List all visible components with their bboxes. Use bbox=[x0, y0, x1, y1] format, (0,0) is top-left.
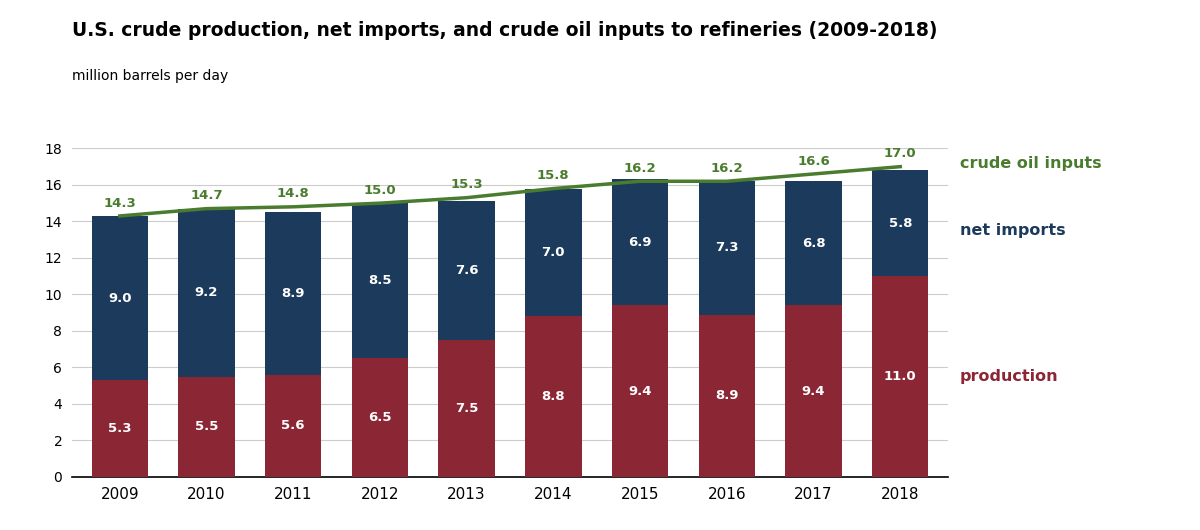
Text: 6.5: 6.5 bbox=[368, 411, 391, 424]
Text: 8.9: 8.9 bbox=[715, 389, 738, 402]
Bar bbox=[91, 216, 148, 380]
Bar bbox=[526, 189, 582, 316]
Bar bbox=[352, 358, 408, 477]
Text: 17.0: 17.0 bbox=[884, 147, 917, 160]
Bar bbox=[526, 316, 582, 477]
Bar bbox=[872, 170, 929, 276]
Bar bbox=[872, 276, 929, 477]
Text: net imports: net imports bbox=[960, 223, 1066, 238]
Text: 9.0: 9.0 bbox=[108, 292, 132, 305]
Text: 14.7: 14.7 bbox=[190, 189, 223, 202]
Text: 5.8: 5.8 bbox=[888, 217, 912, 229]
Text: 5.6: 5.6 bbox=[282, 419, 305, 432]
Text: 6.8: 6.8 bbox=[802, 237, 826, 250]
Bar bbox=[785, 305, 841, 477]
Text: 15.8: 15.8 bbox=[538, 169, 570, 182]
Text: 16.2: 16.2 bbox=[710, 162, 743, 175]
Text: 16.6: 16.6 bbox=[797, 155, 830, 167]
Bar bbox=[785, 181, 841, 305]
Bar bbox=[438, 201, 494, 340]
Bar bbox=[352, 203, 408, 358]
Text: 8.8: 8.8 bbox=[541, 390, 565, 403]
Text: 8.5: 8.5 bbox=[368, 274, 391, 287]
Text: million barrels per day: million barrels per day bbox=[72, 69, 228, 83]
Bar bbox=[698, 314, 755, 477]
Text: 5.5: 5.5 bbox=[194, 420, 218, 434]
Text: 6.9: 6.9 bbox=[629, 236, 652, 249]
Text: 7.3: 7.3 bbox=[715, 241, 738, 254]
Text: 15.3: 15.3 bbox=[450, 178, 482, 191]
Text: 9.4: 9.4 bbox=[629, 385, 652, 398]
Text: 14.8: 14.8 bbox=[277, 188, 310, 200]
Text: 5.3: 5.3 bbox=[108, 422, 132, 435]
Text: 9.4: 9.4 bbox=[802, 385, 826, 398]
Text: production: production bbox=[960, 369, 1058, 384]
Text: 7.0: 7.0 bbox=[541, 246, 565, 259]
Bar bbox=[91, 380, 148, 477]
Text: 16.2: 16.2 bbox=[624, 162, 656, 175]
Text: 9.2: 9.2 bbox=[194, 286, 218, 299]
Bar bbox=[179, 209, 235, 377]
Bar bbox=[438, 340, 494, 477]
Bar bbox=[698, 181, 755, 314]
Text: 15.0: 15.0 bbox=[364, 184, 396, 197]
Text: U.S. crude production, net imports, and crude oil inputs to refineries (2009-201: U.S. crude production, net imports, and … bbox=[72, 21, 937, 40]
Bar bbox=[265, 375, 322, 477]
Text: crude oil inputs: crude oil inputs bbox=[960, 155, 1102, 171]
Text: 8.9: 8.9 bbox=[282, 287, 305, 300]
Text: 11.0: 11.0 bbox=[884, 370, 917, 383]
Bar bbox=[265, 213, 322, 375]
Text: 14.3: 14.3 bbox=[103, 197, 136, 209]
Text: 7.6: 7.6 bbox=[455, 264, 479, 277]
Bar bbox=[612, 305, 668, 477]
Bar bbox=[612, 180, 668, 305]
Text: 7.5: 7.5 bbox=[455, 402, 479, 415]
Bar bbox=[179, 377, 235, 477]
